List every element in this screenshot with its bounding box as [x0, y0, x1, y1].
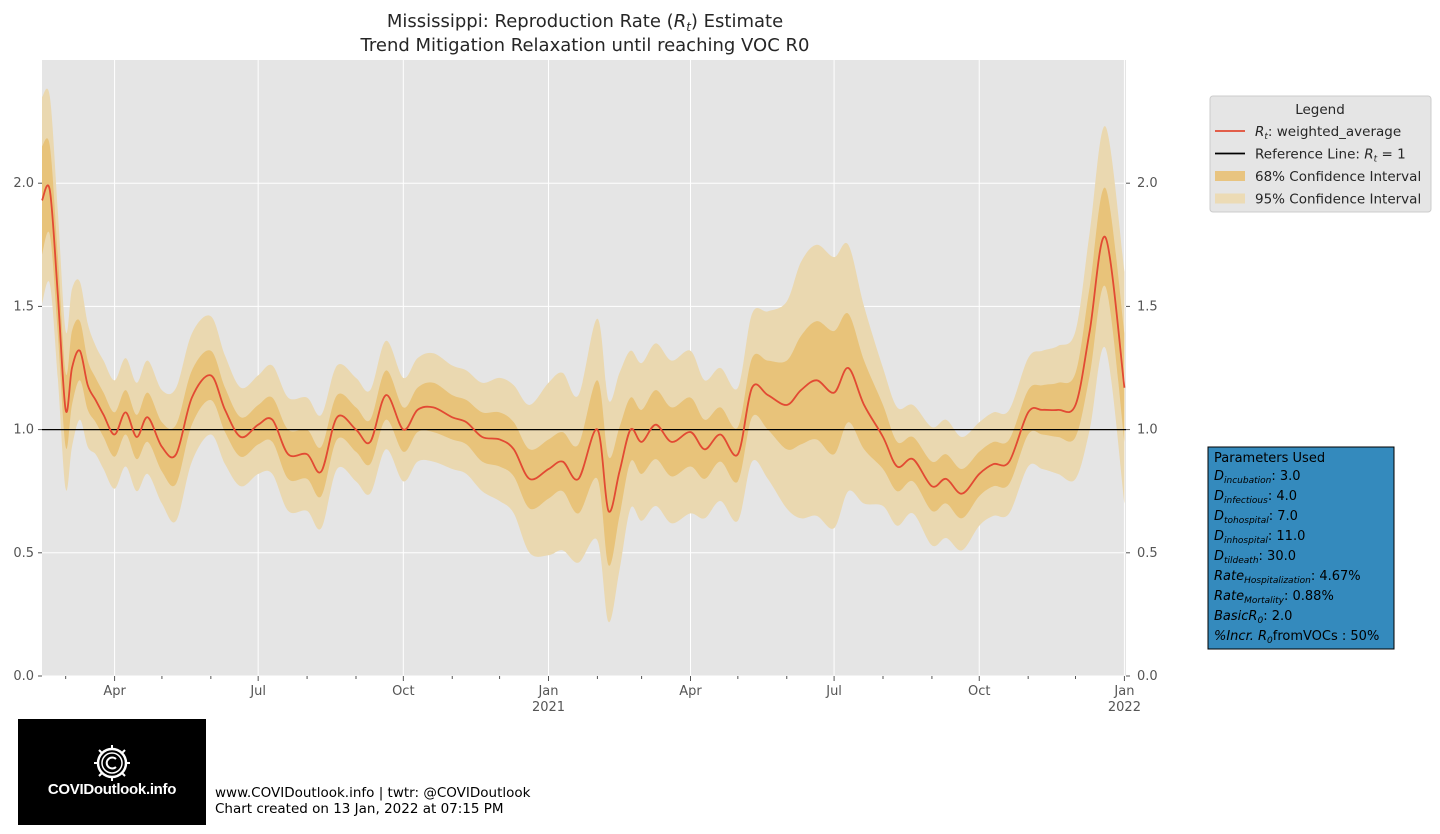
title-r: R — [674, 11, 687, 32]
parameters-background — [1207, 446, 1395, 650]
legend-label: Reference Line: Rt = 1 — [1255, 147, 1406, 165]
y-tick-label-left: 2.0 — [13, 176, 34, 191]
legend-label: Rt: weighted_average — [1255, 124, 1401, 142]
x-tick-label: Oct — [392, 684, 414, 699]
parameter-row: Dincubation: 3.0 — [1214, 469, 1301, 486]
parameter-row: %Incr. R0fromVOCs : 50% — [1214, 629, 1379, 646]
y-tick-label-right: 1.5 — [1137, 299, 1158, 314]
legend-swatch — [1215, 193, 1245, 204]
x-tick-label: Jul — [825, 684, 842, 699]
y-tick-label-left: 1.0 — [13, 423, 34, 438]
legend-label: 68% Confidence Interval — [1255, 169, 1421, 185]
title-rest: ) Estimate — [691, 11, 783, 32]
parameter-row: Dtildeath: 30.0 — [1214, 549, 1296, 566]
x-tick-label: Jul — [249, 684, 266, 699]
legend-title: Legend — [1295, 102, 1345, 118]
virus-c-icon — [94, 745, 130, 781]
x-tick-label: Jan — [537, 684, 558, 699]
title-text: Mississippi: Reproduction Rate ( — [387, 11, 674, 32]
footer-credits: www.COVIDoutlook.info | twtr: @COVIDoutl… — [215, 785, 531, 801]
legend: Legend Rt: weighted_average Reference Lin… — [1209, 95, 1432, 213]
x-tick-year-label: 2022 — [1108, 700, 1141, 715]
x-tick-label: Apr — [679, 684, 702, 699]
y-tick-label-left: 0.5 — [13, 546, 34, 561]
ci95-band — [42, 88, 1125, 623]
parameter-row: RateMortality: 0.88% — [1214, 589, 1334, 606]
ci68-band — [42, 138, 1125, 566]
y-tick-label-right: 0.0 — [1137, 669, 1158, 684]
y-tick-label-right: 0.5 — [1137, 546, 1158, 561]
rt-line — [41, 184, 1126, 513]
title-sub: t — [686, 20, 692, 34]
legend-swatch — [1215, 171, 1245, 181]
legend-box — [1209, 95, 1432, 213]
parameter-row: BasicR0: 2.0 — [1214, 609, 1292, 626]
x-tick-label: Oct — [968, 684, 990, 699]
parameter-row: RateHospitalization: 4.67% — [1214, 569, 1361, 586]
x-tick-label: Jan — [1113, 684, 1134, 699]
parameters-title: Parameters Used — [1214, 451, 1325, 466]
parameters-box: Parameters Used Dincubation: 3.0 Dinfecti… — [1207, 446, 1395, 650]
legend-label: 95% Confidence Interval — [1255, 192, 1421, 208]
logo: COVIDoutlook.info — [18, 719, 206, 825]
x-tick-label: Apr — [103, 684, 126, 699]
logo-text: COVIDoutlook.info — [47, 781, 177, 798]
y-tick-label-right: 1.0 — [1137, 423, 1158, 438]
y-tick-label-right: 2.0 — [1137, 176, 1158, 191]
footer-created-date: Chart created on 13 Jan, 2022 at 07:15 P… — [215, 801, 504, 817]
x-tick-year-label: 2021 — [532, 700, 565, 715]
axis-ticks: 0.0 0.0 0.5 0.5 1.0 1.0 1.5 1.5 2.0 2.0 Apr Jul Oct J… — [13, 176, 1157, 715]
chart-title: Mississippi: Reproduction Rate (Rt) Esti… — [387, 11, 783, 34]
y-tick-label-left: 1.5 — [13, 299, 34, 314]
parameter-row: Dtohospital: 7.0 — [1214, 509, 1298, 526]
parameter-row: Dinfectious: 4.0 — [1214, 489, 1297, 506]
chart-subtitle: Trend Mitigation Relaxation until reachi… — [360, 35, 810, 56]
parameter-row: Dinhospital: 11.0 — [1214, 529, 1305, 546]
footer: www.COVIDoutlook.info | twtr: @COVIDoutl… — [215, 785, 530, 817]
y-tick-label-left: 0.0 — [13, 669, 34, 684]
